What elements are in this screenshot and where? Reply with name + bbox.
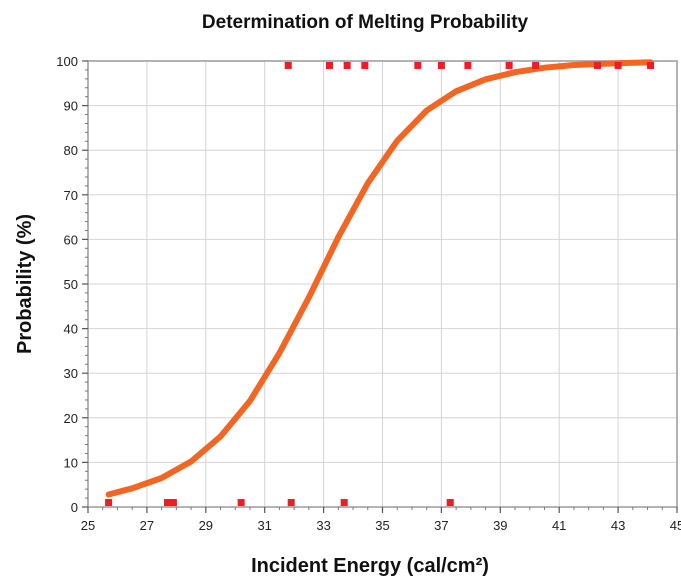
data-point bbox=[446, 499, 454, 507]
data-point bbox=[340, 499, 348, 507]
y-tick-label: 30 bbox=[64, 366, 78, 381]
x-tick-label: 33 bbox=[316, 518, 330, 533]
y-tick-label: 100 bbox=[56, 54, 78, 69]
y-tick-label: 80 bbox=[64, 143, 78, 158]
x-axis-title: Incident Energy (cal/cm²) bbox=[251, 555, 489, 577]
y-axis: 0 10 20 30 40 50 60 70 80 90 100 bbox=[56, 54, 88, 515]
y-tick-label: 0 bbox=[71, 500, 78, 515]
y-tick-label: 60 bbox=[64, 232, 78, 247]
x-tick-label: 41 bbox=[552, 518, 566, 533]
data-point bbox=[284, 61, 292, 69]
y-tick-label: 90 bbox=[64, 99, 78, 114]
data-point bbox=[437, 61, 445, 69]
y-tick-label: 10 bbox=[64, 455, 78, 470]
data-point bbox=[169, 499, 177, 507]
data-point bbox=[646, 61, 654, 69]
data-point bbox=[361, 61, 369, 69]
x-tick-label: 39 bbox=[493, 518, 507, 533]
y-tick-label: 50 bbox=[64, 277, 78, 292]
y-axis-title: Probability (%) bbox=[14, 214, 36, 354]
data-point bbox=[614, 61, 622, 69]
y-tick-label: 70 bbox=[64, 188, 78, 203]
data-point bbox=[343, 61, 351, 69]
data-point bbox=[325, 61, 333, 69]
x-tick-label: 45 bbox=[670, 518, 681, 533]
data-point bbox=[593, 61, 601, 69]
x-tick-label: 35 bbox=[375, 518, 389, 533]
x-tick-label: 37 bbox=[434, 518, 448, 533]
data-point bbox=[237, 499, 245, 507]
data-point bbox=[287, 499, 295, 507]
x-tick-label: 43 bbox=[611, 518, 625, 533]
x-tick-label: 27 bbox=[140, 518, 154, 533]
x-tick-label: 31 bbox=[257, 518, 271, 533]
data-point bbox=[464, 61, 472, 69]
x-tick-label: 29 bbox=[199, 518, 213, 533]
chart-title: Determination of Melting Probability bbox=[202, 12, 529, 33]
grid bbox=[87, 60, 678, 508]
data-point bbox=[532, 61, 540, 69]
data-point bbox=[414, 61, 422, 69]
data-point bbox=[164, 499, 172, 507]
x-tick-label: 25 bbox=[81, 518, 95, 533]
fitted-curve bbox=[105, 59, 654, 498]
y-tick-label: 40 bbox=[64, 322, 78, 337]
data-point bbox=[505, 61, 513, 69]
x-axis: 25 27 29 31 33 35 37 39 41 43 45 bbox=[81, 507, 681, 533]
series bbox=[105, 59, 654, 507]
data-point bbox=[105, 499, 113, 507]
y-tick-label: 20 bbox=[64, 411, 78, 426]
